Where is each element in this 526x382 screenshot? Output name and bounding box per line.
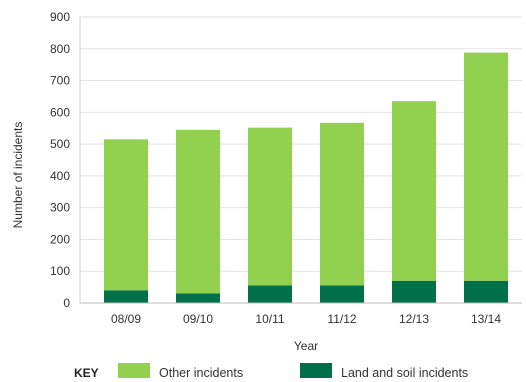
gridlines <box>80 16 522 272</box>
y-axis-label: Number of incidents <box>11 122 25 229</box>
bar-other-08-09 <box>104 139 148 291</box>
bar-land-and-soil-09-10 <box>176 293 220 303</box>
legend-label-other-incidents: Other incidents <box>159 366 243 380</box>
bar-land-and-soil-12-13 <box>392 280 436 303</box>
bar-land-and-soil-13-14 <box>464 280 508 303</box>
x-tick-label-09-10: 09/10 <box>183 312 213 326</box>
y-tick-label-300: 300 <box>50 201 70 215</box>
x-tick-label-12-13: 12/13 <box>399 312 429 326</box>
legend-swatch-land-and-soil-incidents <box>300 363 332 378</box>
y-tick-label-800: 800 <box>50 42 70 56</box>
bar-other-09-10 <box>176 129 220 294</box>
x-axis-label: Year <box>294 339 318 353</box>
legend: KEY Other incidents Land and soil incide… <box>74 363 468 380</box>
y-tick-label-0: 0 <box>63 296 70 310</box>
bar-land-and-soil-08-09 <box>104 290 148 303</box>
y-tick-label-100: 100 <box>50 264 70 278</box>
x-tick-label-13-14: 13/14 <box>471 312 501 326</box>
bar-other-12-13 <box>392 101 436 281</box>
x-tick-label-11-12: 11/12 <box>327 312 356 326</box>
bar-other-11-12 <box>320 122 364 286</box>
bar-land-and-soil-11-12 <box>320 285 364 303</box>
legend-label-land-and-soil-incidents: Land and soil incidents <box>341 366 468 380</box>
y-tick-label-400: 400 <box>50 169 70 183</box>
x-tick-label-10-11: 10/11 <box>255 312 284 326</box>
legend-swatch-other-incidents <box>118 363 150 378</box>
bars <box>104 52 508 303</box>
bar-land-and-soil-10-11 <box>248 285 292 303</box>
axes: 0 100 200 300 400 500 600 700 800 900 08/09 09/10 10… <box>50 10 522 326</box>
y-tick-label-700: 700 <box>50 74 70 88</box>
bar-other-10-11 <box>248 127 292 286</box>
y-tick-label-500: 500 <box>50 137 70 151</box>
bar-other-13-14 <box>464 52 508 281</box>
y-tick-label-900: 900 <box>50 10 70 24</box>
y-tick-label-200: 200 <box>50 232 70 246</box>
x-tick-label-08-09: 08/09 <box>111 312 141 326</box>
legend-title: KEY <box>74 366 99 380</box>
y-tick-label-600: 600 <box>50 105 70 119</box>
